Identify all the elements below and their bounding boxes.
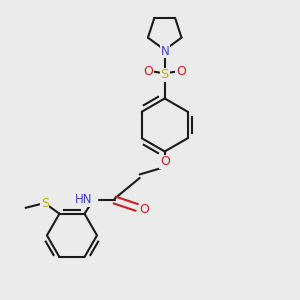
Text: O: O [176,65,186,78]
Text: O: O [144,65,154,78]
Text: O: O [139,203,149,216]
Text: HN: HN [75,193,93,206]
Text: S: S [41,197,49,210]
Text: S: S [160,68,169,81]
Text: O: O [160,155,170,168]
Text: N: N [161,45,170,58]
